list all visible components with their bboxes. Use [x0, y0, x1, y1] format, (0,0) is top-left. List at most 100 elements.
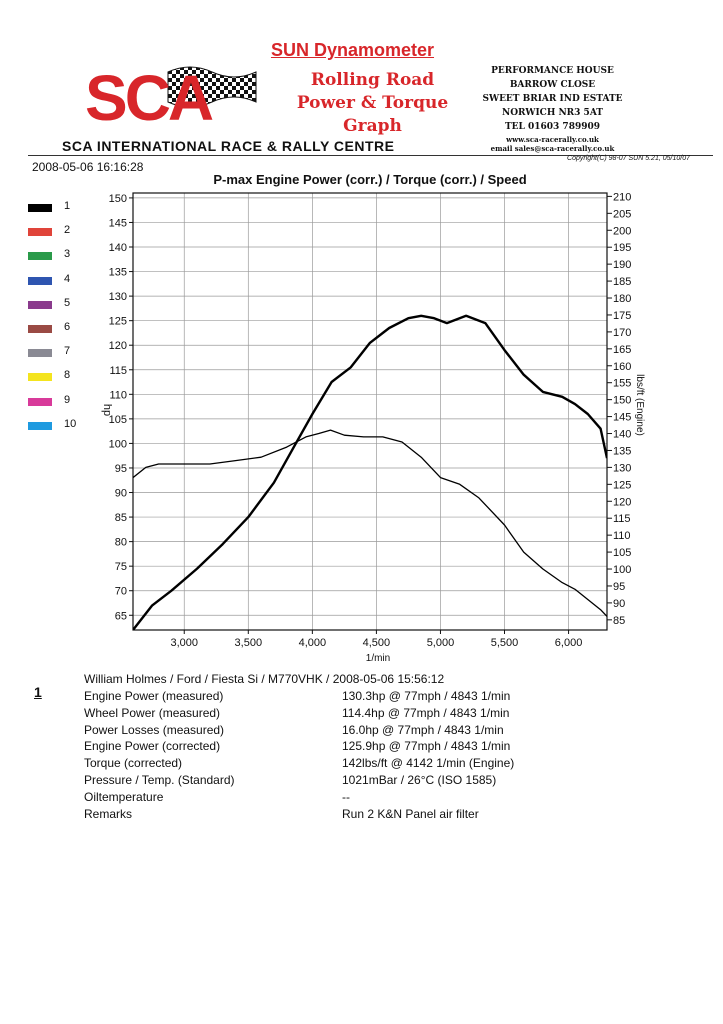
legend-swatch [28, 421, 52, 430]
result-label: Remarks [84, 806, 133, 821]
legend-label: 5 [64, 296, 71, 309]
x-tick-label: 5,500 [491, 637, 519, 649]
result-label: Pressure / Temp. (Standard) [84, 773, 235, 787]
y-right-tick-label: 180 [613, 293, 631, 305]
x-tick-label: 3,500 [235, 637, 263, 649]
y-left-tick-label: 85 [115, 512, 127, 524]
y-left-tick-label: 80 [115, 537, 127, 549]
y-left-tick-label: 75 [115, 561, 127, 573]
legend-label: 2 [64, 224, 71, 237]
result-label: Wheel Power (measured) [84, 705, 221, 720]
legend-label: 7 [64, 345, 71, 358]
y-right-axis-label: lbs/ft (Engine) [634, 374, 645, 436]
y-left-tick-label: 140 [109, 242, 127, 254]
legend-item: 1 [28, 200, 108, 218]
result-value: 130.3hp @ 77mph / 4843 1/min [342, 689, 511, 703]
result-label: Engine Power (measured) [84, 689, 224, 703]
y-right-tick-label: 200 [613, 225, 631, 237]
legend-item: 7 [28, 345, 108, 363]
y-right-tick-label: 160 [613, 361, 631, 373]
result-label: Power Losses (measured) [84, 722, 225, 737]
legend-label: 4 [64, 272, 71, 285]
result-value: 114.4hp @ 77mph / 4843 1/min [342, 705, 510, 720]
y-right-tick-label: 125 [613, 479, 631, 491]
y-right-tick-label: 185 [613, 276, 631, 288]
legend-swatch [28, 373, 52, 382]
y-right-tick-label: 140 [613, 429, 631, 441]
x-tick-label: 5,000 [427, 637, 455, 649]
legend-label: 8 [64, 369, 71, 382]
result-value: -- [342, 789, 350, 804]
y-left-tick-label: 150 [109, 193, 127, 205]
legend-swatch [28, 204, 52, 212]
legend-swatch [28, 276, 52, 285]
y-left-tick-label: 110 [109, 389, 127, 401]
result-row: Oiltemperature -- [84, 790, 674, 806]
y-left-tick-label: 105 [109, 414, 127, 426]
result-label: Engine Power (corrected) [84, 739, 221, 754]
legend-label: 6 [64, 321, 71, 333]
print-timestamp: 2008-05-06 16:16:28 [32, 160, 144, 174]
y-left-tick-label: 145 [109, 217, 127, 229]
y-right-tick-label: 115 [613, 513, 631, 525]
legend-label: 10 [64, 417, 77, 430]
power-curve [133, 314, 607, 630]
x-tick-label: 4,500 [363, 637, 391, 649]
y-left-tick-label: 130 [109, 291, 127, 303]
y-left-tick-label: 100 [109, 438, 127, 450]
legend-item: 2 [28, 224, 108, 242]
sca-logo: SCA [85, 62, 214, 134]
plot-area [133, 193, 607, 630]
address-line: SWEET BRIAR IND ESTATE [482, 94, 623, 104]
graph-title-line-2: Power & Torque [296, 93, 449, 113]
header-divider [28, 155, 713, 156]
x-tick-label: 4,000 [299, 637, 327, 649]
legend-item: 3 [28, 248, 108, 266]
result-row: Wheel Power (measured) 114.4hp @ 77mph / … [84, 706, 674, 722]
y-left-tick-label: 120 [109, 340, 127, 352]
x-tick-label: 3,000 [170, 637, 198, 649]
y-right-tick-label: 170 [613, 327, 631, 339]
legend-swatch [28, 300, 52, 309]
result-row: Engine Power (corrected) 125.9hp @ 77mph … [84, 739, 674, 755]
legend-label: 1 [64, 200, 71, 212]
y-right-tick-label: 110 [613, 530, 631, 542]
legend-item: 5 [28, 297, 108, 315]
address-email: email sales@sca-racerally.co.uk [490, 144, 615, 153]
result-row: Remarks Run 2 K&N Panel air filter [84, 807, 674, 823]
y-right-tick-label: 135 [613, 445, 631, 457]
legend-item: 6 [28, 321, 108, 339]
y-right-tick-label: 210 [613, 191, 631, 203]
legend-item: 4 [28, 273, 108, 291]
y-right-tick-label: 95 [613, 581, 625, 593]
y-right-tick-label: 155 [613, 378, 631, 390]
y-right-tick-label: 100 [613, 564, 631, 576]
torque-curve [133, 429, 607, 617]
y-right-tick-label: 205 [613, 208, 631, 220]
run-number: 1 [34, 684, 42, 700]
address-line: PERFORMANCE HOUSE [491, 66, 614, 76]
x-tick-label: 6,000 [555, 637, 583, 649]
result-value: 125.9hp @ 77mph / 4843 1/min [342, 739, 511, 754]
legend-item: 8 [28, 369, 108, 387]
result-row: Pressure / Temp. (Standard) 1021mBar / 26… [84, 773, 674, 789]
legend-swatch [28, 228, 52, 237]
y-right-tick-label: 145 [613, 412, 631, 424]
legend-item: 10 [28, 418, 108, 436]
plot-frame [132, 192, 608, 631]
checkered-flag-icon [167, 66, 257, 108]
result-row: Power Losses (measured) 16.0hp @ 77mph / … [84, 723, 674, 739]
address-line: BARROW CLOSE [509, 80, 596, 90]
power-torque-chart: 65 70 75 80 85 90 95 100 105 110 115 120 125 130 135 14… [101, 191, 645, 664]
legend-swatch [28, 325, 52, 333]
result-value: 1021mBar / 26°C (ISO 1585) [342, 773, 497, 787]
y-right-tick-label: 195 [613, 242, 631, 254]
legend-swatch [28, 252, 52, 261]
y-left-tick-label: 125 [109, 316, 127, 328]
y-right-tick-label: 90 [613, 598, 625, 610]
legend-swatch [28, 349, 52, 358]
result-row: Engine Power (measured) 130.3hp @ 77mph /… [84, 689, 674, 705]
legend-label: 9 [64, 393, 71, 406]
centre-subtitle: SCA INTERNATIONAL RACE & RALLY CENTRE [62, 138, 395, 154]
y-right-tick-label: 165 [613, 344, 631, 356]
